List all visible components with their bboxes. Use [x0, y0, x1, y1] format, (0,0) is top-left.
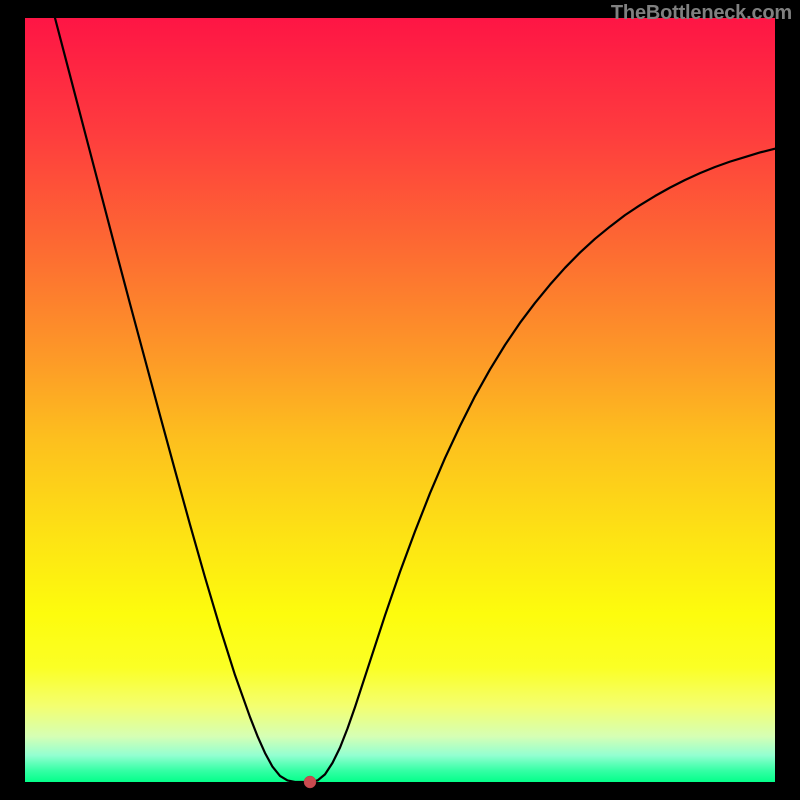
optimal-point [304, 776, 316, 788]
chart-background-gradient [25, 18, 775, 782]
bottleneck-chart [0, 0, 800, 800]
watermark-text: TheBottleneck.com [611, 2, 792, 25]
chart-svg [0, 0, 800, 800]
